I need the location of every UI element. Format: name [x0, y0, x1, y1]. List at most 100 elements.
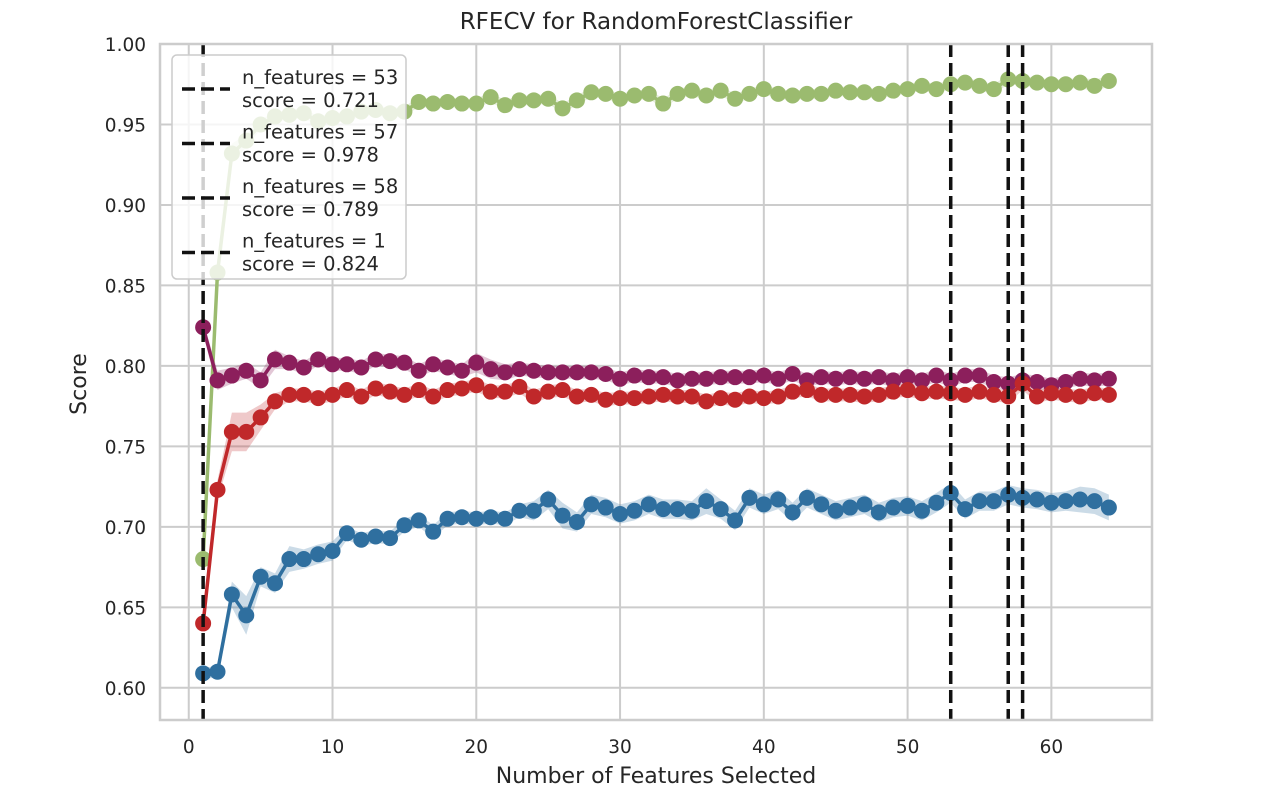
data-point [540, 90, 557, 107]
data-point [396, 386, 413, 403]
data-point [1072, 370, 1089, 387]
x-tick-label: 50 [896, 737, 920, 758]
data-point [683, 502, 700, 519]
data-point [525, 502, 542, 519]
data-point [281, 551, 298, 568]
data-point [741, 489, 758, 506]
data-point [310, 546, 327, 563]
x-tick-label: 30 [608, 737, 632, 758]
data-point [827, 370, 844, 387]
data-point [511, 378, 528, 395]
data-point [755, 81, 772, 98]
legend-label-features: n_features = 58 [242, 175, 398, 198]
data-point [784, 365, 801, 382]
data-point [324, 356, 341, 373]
data-point [727, 90, 744, 107]
data-point [698, 393, 715, 410]
legend-label-score: score = 0.978 [242, 144, 379, 167]
data-point [238, 362, 255, 379]
data-point [209, 481, 226, 498]
data-point [1086, 385, 1103, 402]
data-point [439, 93, 456, 110]
y-tick-label: 0.60 [105, 679, 146, 700]
data-point [468, 354, 485, 371]
data-point [957, 367, 974, 384]
legend-label-features: n_features = 53 [242, 66, 398, 89]
x-axis-label: Number of Features Selected [496, 764, 817, 789]
data-point [597, 499, 614, 516]
data-point [971, 493, 988, 510]
legend-label-score: score = 0.824 [242, 253, 379, 276]
data-point [209, 663, 226, 680]
data-point [439, 359, 456, 376]
data-point [957, 501, 974, 518]
data-point [1057, 76, 1074, 93]
data-point [353, 388, 370, 405]
data-point [755, 390, 772, 407]
data-point [597, 85, 614, 102]
data-point [655, 386, 672, 403]
data-point [813, 369, 830, 386]
data-point [899, 81, 916, 98]
data-point [842, 84, 859, 101]
data-point [612, 90, 629, 107]
data-point [568, 514, 585, 531]
data-point [1057, 374, 1074, 390]
data-point [1028, 74, 1045, 91]
data-point [698, 493, 715, 510]
data-point [1014, 73, 1031, 90]
data-point [827, 82, 844, 99]
data-point [985, 374, 1002, 390]
legend-box [171, 54, 407, 280]
data-point [310, 351, 327, 368]
y-tick-label: 0.85 [105, 276, 146, 297]
data-point [1100, 370, 1117, 387]
data-point [238, 607, 255, 624]
data-point [1086, 77, 1103, 94]
data-point [942, 372, 959, 389]
data-point [985, 493, 1002, 510]
data-point [770, 370, 787, 387]
data-point [382, 530, 399, 547]
data-point [1043, 494, 1060, 511]
x-ticks: 0 10 20 30 40 50 60 [183, 737, 1063, 758]
data-point [568, 92, 585, 109]
data-point [396, 517, 413, 534]
data-point [1028, 388, 1045, 405]
x-tick-label: 20 [465, 737, 489, 758]
data-point [453, 362, 470, 379]
data-point [856, 388, 873, 405]
legend-label-features: n_features = 1 [242, 230, 386, 253]
data-point [223, 423, 240, 440]
data-point [655, 369, 672, 386]
data-point [1072, 74, 1089, 91]
y-tick-label: 0.90 [105, 196, 146, 217]
data-point [482, 383, 499, 400]
data-point [741, 369, 758, 386]
legend-label-score: score = 0.721 [242, 89, 379, 112]
data-point [640, 85, 657, 102]
data-point [698, 87, 715, 104]
data-point [410, 93, 427, 110]
data-point [396, 354, 413, 371]
data-point [324, 543, 341, 559]
data-point [554, 507, 571, 524]
series-line [202, 491, 1110, 676]
data-point [899, 497, 916, 514]
data-point [367, 528, 384, 545]
data-point [338, 382, 355, 399]
data-point [784, 87, 801, 104]
data-point [870, 85, 887, 102]
data-point [338, 356, 355, 373]
data-point [1043, 76, 1060, 93]
data-point [798, 85, 815, 102]
data-point [640, 369, 657, 386]
y-axis-label: Score [67, 353, 92, 415]
data-point [712, 369, 729, 386]
data-point [669, 388, 686, 405]
data-point [238, 423, 255, 440]
data-point [626, 367, 643, 384]
data-point [827, 502, 844, 519]
data-point [482, 361, 499, 378]
